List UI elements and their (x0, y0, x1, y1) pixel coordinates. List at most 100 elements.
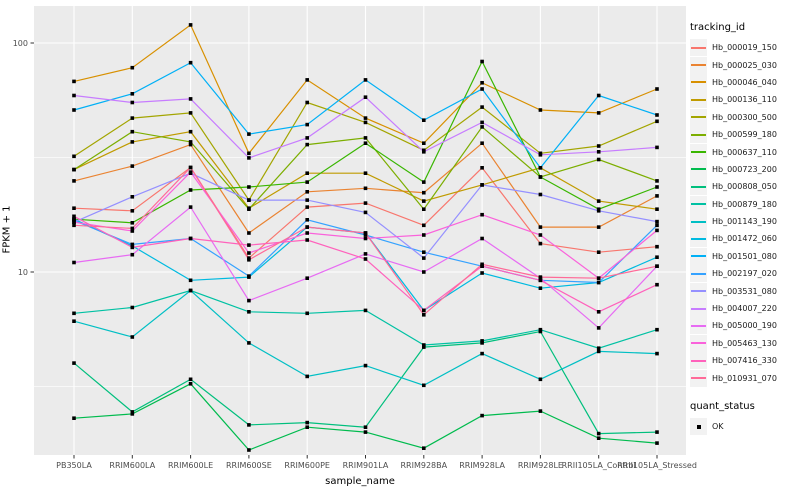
data-point (538, 153, 543, 157)
legend-entry-Hb_004007_220: Hb_004007_220 (690, 300, 798, 318)
legend-key-swatch (690, 213, 707, 231)
line-swatch-icon (691, 359, 706, 362)
data-point (305, 198, 309, 202)
quant-status-legend: quant_status OK (690, 401, 798, 435)
tracking-id-entries: Hb_000019_150 Hb_000025_030 Hb_000046_040 H… (690, 39, 798, 387)
data-point (596, 225, 601, 229)
data-point (130, 412, 135, 416)
data-point (305, 205, 309, 209)
data-point (305, 425, 309, 429)
data-point (538, 192, 543, 197)
legend-key-swatch (690, 369, 707, 387)
data-point (247, 156, 251, 160)
data-point (363, 120, 368, 125)
data-point (72, 311, 76, 316)
x-tick-label: RRIM928LE (518, 461, 563, 470)
panel-background (34, 6, 686, 455)
data-point (480, 264, 484, 268)
data-point (655, 351, 659, 356)
legend: tracking_id Hb_000019_150 Hb_000025_030 Hb… (690, 22, 798, 435)
data-point (305, 276, 309, 280)
line-swatch-icon (691, 98, 706, 101)
data-point (130, 305, 135, 310)
legend-entry-Hb_001501_080: Hb_001501_080 (690, 247, 798, 265)
legend-key-swatch (690, 143, 707, 161)
data-point (655, 194, 659, 198)
x-axis-title: sample_name (325, 476, 395, 487)
legend-entry-label: Hb_007416_330 (712, 356, 777, 366)
data-point (72, 223, 76, 228)
data-point (130, 410, 135, 414)
legend-entry-label: Hb_000723_200 (712, 164, 777, 174)
legend-entry-Hb_000046_040: Hb_000046_040 (690, 73, 798, 91)
data-point (596, 276, 601, 280)
line-swatch-icon (691, 255, 706, 258)
line-swatch-icon (691, 151, 706, 154)
data-point (596, 93, 601, 98)
data-point (538, 275, 543, 279)
legend-entry-label: Hb_003531_080 (712, 286, 777, 296)
data-point (480, 59, 484, 64)
data-point (247, 207, 251, 211)
x-tick-label: RRIM600LA (109, 461, 155, 470)
data-point (480, 87, 484, 91)
data-point (130, 116, 135, 120)
legend-key-swatch (690, 178, 707, 196)
data-point (596, 199, 601, 203)
data-point (305, 142, 309, 147)
line-swatch-icon (691, 46, 706, 49)
legend-key-swatch (690, 317, 707, 335)
legend-entry-Hb_005000_190: Hb_005000_190 (690, 317, 798, 335)
data-point (655, 441, 659, 445)
data-point (130, 209, 135, 213)
data-point (480, 413, 484, 418)
x-tick-label: PB350LA (56, 461, 92, 470)
data-point (655, 223, 659, 228)
data-point (188, 165, 193, 170)
line-swatch-icon (691, 220, 706, 223)
data-point (305, 136, 309, 140)
data-point (538, 327, 543, 332)
data-point (188, 377, 193, 382)
data-point (480, 81, 484, 85)
data-point (247, 185, 251, 189)
data-point (130, 140, 135, 144)
data-point (305, 122, 309, 127)
x-tick-label: RRIM600LE (168, 461, 213, 470)
legend-entry-Hb_000025_030: Hb_000025_030 (690, 56, 798, 74)
data-point (422, 223, 426, 228)
legend-entry-label: Hb_000599_180 (712, 130, 777, 140)
data-point (655, 255, 659, 259)
data-point (422, 313, 426, 317)
data-point (130, 164, 135, 168)
data-point (188, 142, 193, 147)
data-point (480, 183, 484, 187)
data-point (596, 346, 601, 350)
legend-key-swatch (690, 230, 707, 248)
data-point (247, 258, 251, 262)
legend-key-swatch (690, 352, 707, 370)
data-point (596, 111, 601, 115)
line-swatch-icon (691, 64, 706, 67)
line-swatch-icon (691, 324, 706, 327)
data-point (422, 250, 426, 254)
data-point (305, 238, 309, 242)
data-point (130, 252, 135, 257)
legend-entry-Hb_001472_060: Hb_001472_060 (690, 230, 798, 248)
data-point (422, 207, 426, 211)
data-point (72, 319, 76, 323)
data-point (596, 250, 601, 254)
legend-entry-Hb_000599_180: Hb_000599_180 (690, 126, 798, 144)
data-point (130, 242, 135, 247)
data-point (363, 186, 368, 191)
data-point (72, 179, 76, 183)
data-point (596, 326, 601, 330)
data-point (655, 228, 659, 233)
data-point (363, 116, 368, 120)
data-point (72, 214, 76, 219)
legend-entry-label: Hb_000046_040 (712, 77, 777, 87)
data-point (422, 256, 426, 260)
y-axis-title: FPKM + 1 (1, 205, 13, 254)
x-tick-label: RRII105LA_Stressed (617, 461, 697, 470)
